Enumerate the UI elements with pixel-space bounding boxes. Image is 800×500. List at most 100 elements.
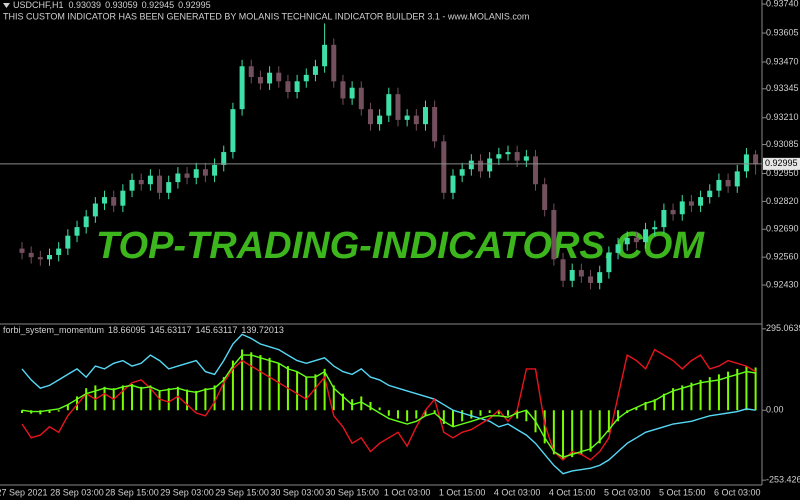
histogram-bar (378, 407, 381, 411)
candle-body (698, 197, 704, 206)
close-price: 0.92995 (178, 0, 211, 10)
candle-body (358, 87, 364, 110)
x-tick-label: 30 Sep 03:00 (270, 487, 324, 497)
histogram-bar (754, 367, 757, 411)
indicator-header: forbi_system_momentum 18.66095 145.63117 14… (3, 325, 284, 335)
candle-body (478, 160, 483, 172)
histogram-bar (727, 371, 730, 411)
histogram-bar (516, 410, 519, 419)
x-tick-label: 4 Oct 03:00 (494, 487, 541, 497)
candle-body (459, 169, 465, 176)
indicator-line (21, 333, 756, 475)
candle-body (643, 229, 649, 243)
candle-body (505, 152, 511, 155)
candle-body (670, 209, 676, 215)
histogram-bar (85, 388, 88, 411)
candle-body (588, 276, 594, 283)
candle-body (395, 94, 401, 120)
histogram-bar (717, 374, 720, 411)
histogram-bar (562, 410, 565, 460)
histogram-bar (369, 401, 372, 411)
candle-body (19, 248, 25, 253)
histogram-bar (745, 366, 748, 411)
candle-body (514, 152, 520, 161)
y-tick-label: 0.00 (766, 405, 784, 415)
candle-body (248, 66, 254, 77)
histogram-bar (617, 410, 620, 422)
candle-body (560, 259, 566, 281)
histogram-bar (451, 410, 454, 427)
y-tick-label: 295.06399 (766, 323, 800, 333)
histogram-bar (736, 368, 739, 411)
histogram-bar (433, 410, 436, 413)
y-tick-label: 0.92950 (766, 168, 799, 178)
histogram-bar (479, 410, 482, 416)
candle-body (753, 154, 759, 164)
candle-body (569, 270, 575, 281)
x-tick-label: 28 Sep 03:00 (50, 487, 104, 497)
y-tick-label: 0.93605 (766, 27, 799, 37)
histogram-bar (149, 385, 152, 411)
x-tick-label: 28 Sep 15:00 (105, 487, 159, 497)
histogram-bar (708, 377, 711, 411)
histogram-bar (360, 396, 363, 411)
candle-body (267, 72, 273, 84)
histogram-bar (406, 410, 409, 422)
candle-body (734, 171, 740, 187)
candle-body (202, 169, 208, 176)
histogram-bar (167, 388, 170, 411)
histogram-bar (507, 410, 510, 416)
histogram-bar (488, 410, 491, 413)
current-price-label: 0.92995 (765, 158, 798, 168)
current-price-box (763, 157, 800, 170)
y-tick-label: 0.93345 (766, 83, 799, 93)
histogram-bar (497, 410, 500, 415)
x-tick-label: 5 Oct 03:00 (604, 487, 651, 497)
histogram-bar (415, 410, 418, 419)
candle-body (147, 175, 153, 185)
candle-body (377, 115, 383, 125)
y-tick-label: 0.92820 (766, 196, 799, 206)
y-tick-label: -253.42655 (766, 475, 800, 485)
histogram-bar (48, 410, 51, 413)
histogram-bar (699, 379, 702, 411)
histogram-bar (158, 390, 161, 411)
histogram-bar (268, 357, 271, 411)
indicator-line (21, 354, 756, 458)
candle-body (65, 235, 71, 249)
candle-body (349, 87, 355, 99)
candle-body (221, 152, 227, 165)
candle-body (661, 209, 667, 228)
candle-body (138, 179, 144, 185)
candle-body (230, 109, 236, 153)
x-tick-label: 1 Oct 03:00 (384, 487, 431, 497)
histogram-bar (140, 386, 143, 411)
candle-body (157, 175, 163, 193)
watermark: TOP-TRADING-INDICATORS.COM (96, 225, 705, 267)
candle-body (652, 227, 658, 230)
histogram-bar (305, 377, 308, 411)
histogram-bar (222, 377, 225, 411)
histogram-bar (66, 404, 69, 411)
candle-body (432, 107, 438, 142)
candle-body (276, 72, 282, 82)
candle-body (184, 173, 190, 178)
y-tick-label: 0.92560 (766, 252, 799, 262)
candle-body (441, 141, 447, 193)
candle-body (28, 252, 34, 258)
reading: 18.66095 (108, 325, 146, 335)
candle-body (487, 158, 493, 172)
histogram-bar (94, 385, 97, 411)
candle-body (340, 81, 346, 99)
candle-body (312, 66, 318, 75)
histogram-bar (131, 384, 134, 411)
x-tick-label: 30 Sep 15:00 (325, 487, 379, 497)
histogram-bar (213, 385, 216, 411)
candle-body (533, 156, 539, 185)
candle-body (413, 115, 419, 125)
candle-body (83, 216, 89, 228)
candle-body (166, 182, 172, 193)
candle-body (450, 175, 456, 193)
